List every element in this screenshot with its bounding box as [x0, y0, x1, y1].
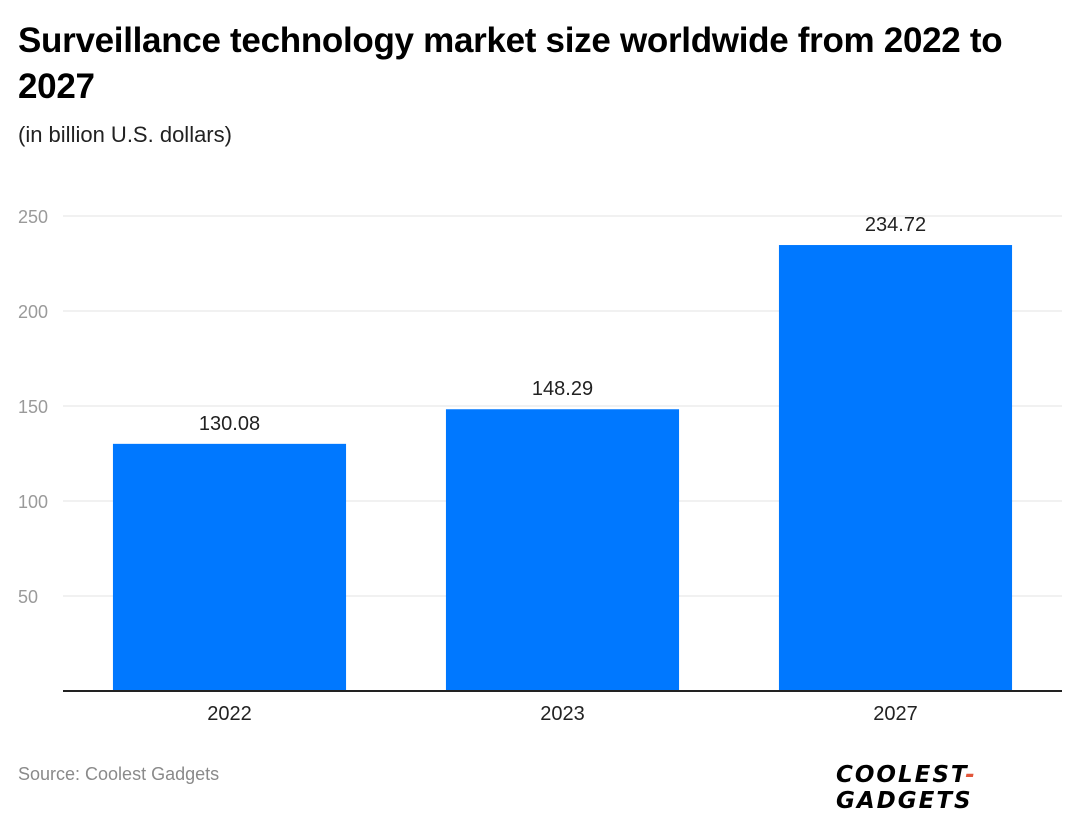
x-tick-label: 2023	[540, 703, 585, 725]
bar-2027	[778, 245, 1013, 692]
chart-title: Surveillance technology market size worl…	[18, 21, 1003, 106]
y-axis-ticks: 50 100 150 200 250	[18, 207, 48, 607]
x-tick-label: 2027	[873, 703, 918, 725]
value-labels: 130.08 148.29 234.72	[199, 214, 926, 435]
bars	[112, 245, 1013, 692]
bar-2023	[445, 409, 680, 691]
y-tick-label: 150	[18, 397, 48, 417]
brand-logo: COOLEST-GADGETS	[836, 762, 977, 814]
bar-2022	[112, 443, 347, 691]
x-axis-ticks: 2022 2023 2027	[207, 703, 918, 725]
value-label: 130.08	[199, 413, 260, 435]
value-label: 234.72	[865, 214, 926, 236]
source-note: Source: Coolest Gadgets	[18, 764, 220, 784]
y-tick-label: 100	[18, 492, 48, 512]
y-tick-label: 200	[18, 302, 48, 322]
value-label: 148.29	[532, 378, 593, 400]
y-tick-label: 50	[18, 587, 38, 607]
x-tick-label: 2022	[207, 703, 252, 725]
y-tick-label: 250	[18, 207, 48, 227]
chart-subtitle: (in billion U.S. dollars)	[18, 122, 232, 147]
